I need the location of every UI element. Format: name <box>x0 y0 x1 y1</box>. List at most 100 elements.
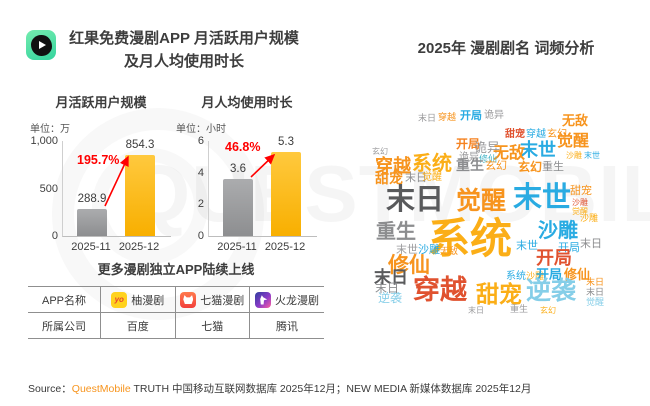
y-axis-tick: 4 <box>197 166 204 179</box>
bar-value-label: 3.6 <box>230 163 246 175</box>
wordcloud-word: 玄幻 <box>485 160 507 172</box>
wordcloud-word: 诡异 <box>484 110 504 121</box>
wordcloud-word: 末世 <box>584 151 600 160</box>
wordcloud-word: 开局 <box>456 137 481 151</box>
hongguo-play-icon <box>30 34 52 56</box>
wordcloud-word: 无敌 <box>440 246 459 256</box>
chart-unit-label: 单位：小时 <box>176 124 226 135</box>
growth-rate-label: 195.7% <box>77 153 120 167</box>
left-header: 红果免费漫剧APP 月活跃用户规模 及月人均使用时长 <box>26 27 300 74</box>
wordcloud-word: 甜宠 <box>375 170 403 186</box>
wordcloud-word: 觉醒 <box>557 133 590 150</box>
wordcloud-word: 甜宠 <box>570 185 592 197</box>
y-axis-tick: 0 <box>51 230 58 242</box>
title-word-frequency-wordcloud: 末日 穿越 开局 诡异 无敌 甜宠 穿越 玄幻 觉醒 开局 诡异 末世 无敌 沙雕 末世 诡异 修仙 玄幻 穿越 系统… <box>368 108 623 323</box>
wordcloud-word: 玄幻 <box>547 129 567 140</box>
chart-title: 月活跃用户规模 <box>55 95 147 110</box>
wordcloud-word: 觉醒 <box>456 187 507 215</box>
right-title: 2025年 漫剧剧名 词频分析 <box>417 40 595 57</box>
wordcloud-word: 逆袭 <box>378 291 403 305</box>
wordcloud-word: 沙雕 <box>580 213 599 223</box>
wordcloud-word: 重生 <box>456 157 484 173</box>
wordcloud-word: 玄幻 <box>372 147 388 156</box>
wordcloud-word: 沙雕 <box>572 198 588 207</box>
wordcloud-word: 甜宠 <box>505 129 525 140</box>
wordcloud-word: 觉醒 <box>422 172 442 183</box>
wordcloud-word: 末世 <box>516 240 538 252</box>
table-row-companies: 所属公司 百度 七猫 腾讯 <box>28 312 324 339</box>
wordcloud-word: 甜宠 <box>476 281 522 307</box>
wordcloud-word: 重生 <box>510 304 529 314</box>
wordcloud-word: 末日 <box>586 277 605 287</box>
bar-2025-12 <box>125 154 155 236</box>
company-cell: 七猫 <box>174 312 250 339</box>
source-text: TRUTH 中国移动互联网数据库 2025年12月；NEW MEDIA 新媒体数… <box>130 383 532 395</box>
chart-plot-area: 195.7% 1,000 500 0 288.9 854.3 <box>30 136 171 242</box>
wordcloud-word: 玄幻 <box>540 306 556 315</box>
wordcloud-word: 系统 <box>506 271 526 282</box>
wordcloud-word: 无敌 <box>562 113 589 128</box>
row-header-company: 所属公司 <box>28 312 101 339</box>
y-axis-tick: 500 <box>39 182 58 195</box>
wordcloud-word: 末世 <box>520 140 556 160</box>
y-axis-tick: 2 <box>197 198 204 211</box>
app-cell: yo 柚漫剧 <box>100 286 175 313</box>
wordcloud-word: 末日 <box>468 306 484 315</box>
growth-arrow <box>250 153 276 178</box>
wordcloud-word: 开局 <box>536 248 572 268</box>
wordcloud-word: 末世 <box>396 244 418 256</box>
wordcloud-word: 重生 <box>542 161 564 173</box>
mau-bar-chart: 月活跃用户规模 单位：万 195.7% 1,000 500 0 288.9 854.3 … <box>28 92 174 256</box>
source-line: Source：QuestMobile TRUTH 中国移动互联网数据库 2025… <box>28 381 531 396</box>
wordcloud-word: 末日 <box>375 281 400 295</box>
bar-2025-11 <box>223 179 253 236</box>
y-axis-tick: 1,000 <box>30 135 58 147</box>
x-axis-label: 2025-11 <box>71 241 111 253</box>
wordcloud-word: 穿越 <box>526 129 546 140</box>
chart-plot-area: 46.8% 6 4 2 0 3.6 5.3 <box>198 136 317 242</box>
bar-value-label: 5.3 <box>278 136 294 149</box>
wordcloud-word: 末日 <box>386 184 445 216</box>
app-name: 火龙漫剧 <box>275 294 319 307</box>
app-name: 柚漫剧 <box>131 294 165 307</box>
bar-value-label: 288.9 <box>77 192 107 205</box>
youmanju-app-icon: yo <box>111 291 128 308</box>
wordcloud-word: 觉醒 <box>586 297 605 307</box>
chart-unit-label: 单位：万 <box>30 124 70 135</box>
wordcloud-word: 末日 <box>374 268 408 287</box>
left-title-line2: 及月人均使用时长 <box>123 53 244 71</box>
app-table-section: 更多漫剧独立APP陆续上线 APP名称 yo 柚漫剧 七猫漫剧 <box>28 259 324 339</box>
app-cell: 火龙漫剧 <box>249 286 324 313</box>
x-axis-label: 2025-11 <box>217 241 257 253</box>
app-name: 七猫漫剧 <box>200 294 245 307</box>
y-axis-tick: 0 <box>197 230 204 242</box>
company-cell: 腾讯 <box>249 312 324 339</box>
wordcloud-word: 末日 <box>418 113 437 123</box>
wordcloud-word: 开局 <box>460 110 482 122</box>
wordcloud-word: 沙雕 <box>538 220 578 242</box>
left-title: 红果免费漫剧APP 月活跃用户规模 及月人均使用时长 <box>68 27 300 74</box>
source-prefix: Source： <box>28 383 72 395</box>
wordcloud-word: 开局 <box>558 242 580 254</box>
row-header-app-name: APP名称 <box>28 286 101 313</box>
usage-time-bar-chart: 月人均使用时长 单位：小时 46.8% 6 4 2 0 3.6 5.3 2025-11 20… <box>174 92 320 256</box>
wordcloud-word: 无敌 <box>493 145 526 162</box>
wordcloud-word: 沙雕 <box>566 151 582 160</box>
qimao-manju-app-icon <box>180 291 197 308</box>
questmobile-watermark-text: QUESTMOBILE <box>128 148 650 240</box>
wordcloud-word: 诡异 <box>474 140 501 155</box>
wordcloud-word: 穿越 <box>413 275 467 305</box>
bar-2025-12 <box>271 152 301 236</box>
wordcloud-word: 沙雕 <box>418 244 440 256</box>
wordcloud-word: 重生 <box>376 221 416 243</box>
wordcloud-word: 修仙 <box>479 154 498 164</box>
bar-2025-11 <box>77 208 107 236</box>
wordcloud-word: 末世 <box>513 182 572 214</box>
wordcloud-word: 末日 <box>586 287 605 297</box>
huolong-manju-app-icon <box>255 291 271 308</box>
x-axis-labels: 2025-11 2025-12 <box>62 242 170 256</box>
app-table: APP名称 yo 柚漫剧 七猫漫剧 火龙漫剧 <box>28 286 324 339</box>
wordcloud-word: 觉醒 <box>572 207 588 216</box>
wordcloud-word: 系统 <box>412 153 452 175</box>
